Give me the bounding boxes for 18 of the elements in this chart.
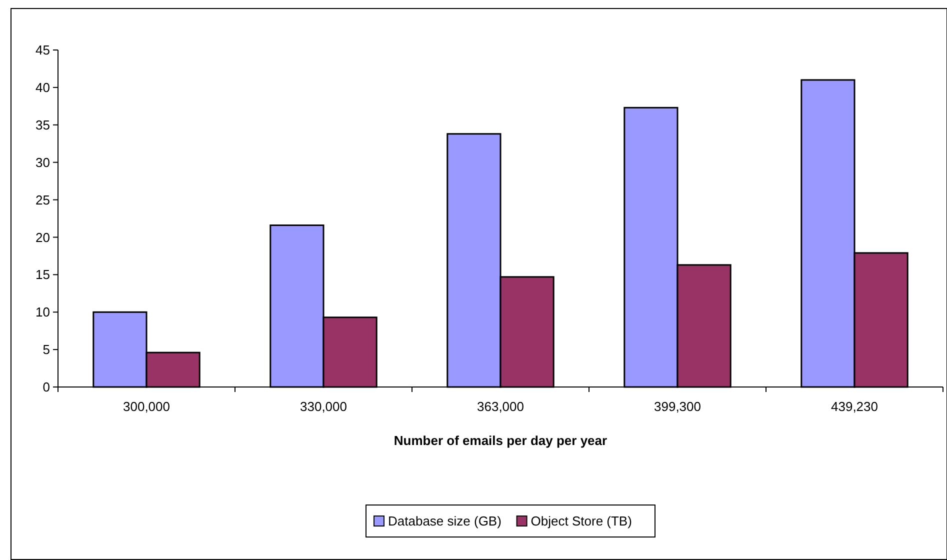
y-tick-label: 30 bbox=[36, 154, 50, 170]
y-tick-label: 25 bbox=[36, 192, 50, 208]
y-tick-label: 45 bbox=[36, 42, 50, 58]
legend-label: Database size (GB) bbox=[388, 514, 502, 529]
x-tick-label: 439,230 bbox=[831, 399, 878, 414]
x-axis-title: Number of emails per day per year bbox=[394, 433, 608, 448]
y-tick-label: 10 bbox=[36, 304, 50, 320]
y-tick-label: 0 bbox=[42, 380, 50, 395]
y-tick-label: 35 bbox=[36, 117, 50, 132]
x-tick-label: 330,000 bbox=[300, 399, 347, 414]
y-tick-label: 40 bbox=[36, 80, 50, 95]
y-tick-label: 5 bbox=[42, 342, 50, 358]
x-tick-label: 300,000 bbox=[123, 399, 170, 414]
y-tick-label: 20 bbox=[36, 230, 50, 245]
x-tick-label: 363,000 bbox=[477, 399, 524, 414]
x-tick-label: 399,300 bbox=[654, 399, 701, 414]
legend-label: Object Store (TB) bbox=[530, 514, 632, 529]
y-tick-label: 15 bbox=[36, 267, 50, 282]
